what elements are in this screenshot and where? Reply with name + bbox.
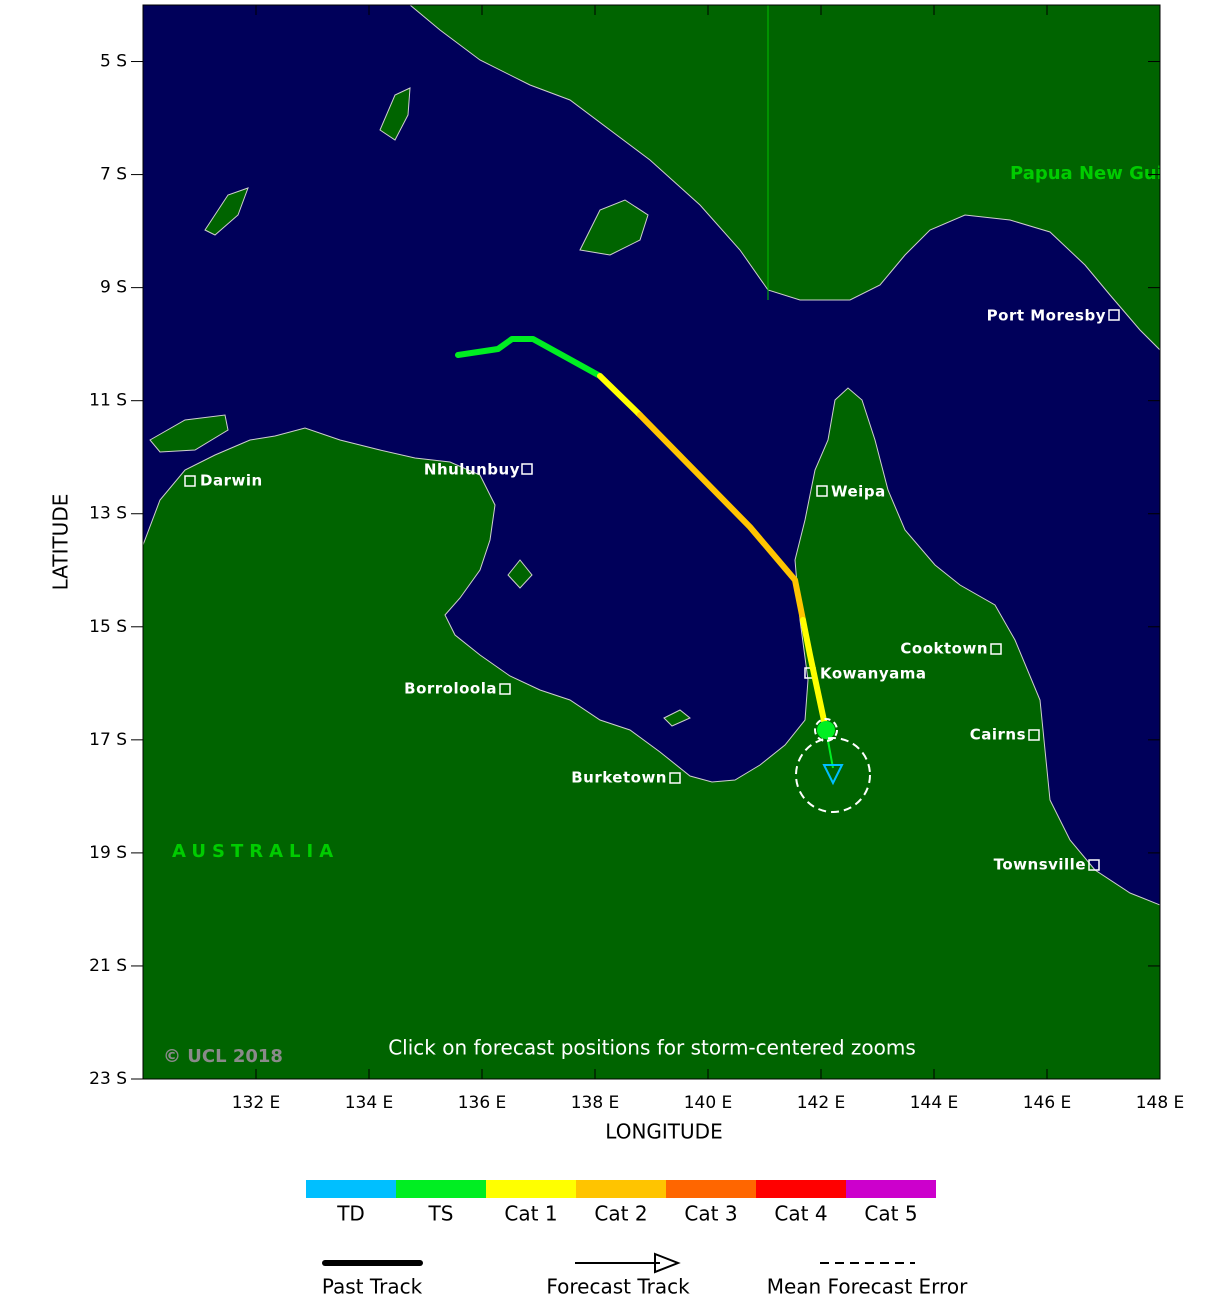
y-tick-label: 15 S	[89, 617, 127, 637]
track-segment	[800, 617, 829, 733]
city-marker	[521, 463, 533, 475]
island	[663, 709, 691, 727]
legend-label: Cat 5	[864, 1202, 917, 1226]
legend-label: Cat 2	[594, 1202, 647, 1226]
x-tick-label: 140 E	[684, 1093, 733, 1113]
error-circle	[814, 718, 838, 742]
y-tick-label: 5 S	[100, 52, 127, 72]
legend-swatch	[756, 1180, 846, 1198]
x-tick-label: 146 E	[1023, 1093, 1072, 1113]
track-segment	[455, 336, 603, 379]
city-marker	[669, 772, 681, 784]
x-tick-label: 136 E	[458, 1093, 507, 1113]
x-tick-label: 134 E	[345, 1093, 394, 1113]
city-label: Weipa	[831, 483, 886, 501]
city-marker	[184, 475, 196, 487]
city-label: Kowanyama	[820, 665, 926, 683]
y-tick-label: 17 S	[89, 730, 127, 750]
y-tick-label: 23 S	[89, 1069, 127, 1089]
legend: TD TS Cat 1 Cat 2 Cat 3 Cat 4 Cat 5	[306, 1180, 936, 1226]
city-label: Burketown	[571, 769, 667, 787]
copyright: © UCL 2018	[163, 1046, 283, 1067]
sea	[143, 5, 1160, 906]
city-label: Townsville	[994, 856, 1086, 874]
city-label: Borroloola	[404, 680, 497, 698]
legend-label: Cat 1	[504, 1202, 557, 1226]
y-axis-label: LATITUDE	[49, 494, 73, 591]
legend-swatch	[396, 1180, 486, 1198]
track-key-label: Forecast Track	[546, 1275, 690, 1299]
legend-swatch	[486, 1180, 576, 1198]
legend-swatch	[666, 1180, 756, 1198]
x-tick-label: 132 E	[232, 1093, 281, 1113]
note: Click on forecast positions for storm-ce…	[388, 1036, 916, 1060]
track-key-label: Mean Forecast Error	[767, 1275, 968, 1299]
error-circle	[795, 737, 871, 813]
region-label: Papua New Guinea	[1010, 163, 1200, 184]
city-marker	[816, 485, 828, 497]
legend-swatch	[846, 1180, 936, 1198]
legend-swatch	[576, 1180, 666, 1198]
city-label: Darwin	[200, 472, 263, 490]
legend-label: Cat 4	[774, 1202, 827, 1226]
city-marker	[990, 643, 1002, 655]
city-label: Cooktown	[900, 640, 988, 658]
y-tick-label: 7 S	[100, 165, 127, 185]
city-marker	[499, 683, 511, 695]
legend-label: TS	[428, 1202, 454, 1226]
x-tick-label: 138 E	[571, 1093, 620, 1113]
y-tick-label: 9 S	[100, 278, 127, 298]
plot-frame	[142, 4, 1161, 1080]
x-tick-label: 148 E	[1136, 1093, 1185, 1113]
city-marker	[1028, 729, 1040, 741]
city-marker	[1088, 859, 1100, 871]
legend-label: Cat 3	[684, 1202, 737, 1226]
legend-swatch	[306, 1180, 396, 1198]
track-key-label: Past Track	[322, 1275, 423, 1299]
y-tick-label: 19 S	[89, 843, 127, 863]
island	[579, 199, 649, 256]
x-tick-label: 144 E	[910, 1093, 959, 1113]
island	[507, 559, 533, 589]
forecast-arrow-key	[654, 1252, 681, 1274]
city-label: Nhulunbuy	[424, 461, 520, 479]
y-tick-label: 13 S	[89, 504, 127, 524]
y-tick-label: 21 S	[89, 956, 127, 976]
legend-label: TD	[336, 1202, 365, 1226]
island	[204, 187, 249, 236]
track-segment	[637, 412, 806, 623]
city-label: Port Moresby	[987, 307, 1106, 325]
track-segment	[597, 373, 643, 418]
city-marker	[1108, 309, 1120, 321]
forecast-position[interactable]	[822, 764, 844, 786]
y-tick-label: 11 S	[89, 391, 127, 411]
current-position[interactable]	[817, 721, 835, 739]
map-area: Papua New Guinea AUSTRALIA © UCL 2018 Cl…	[143, 5, 1200, 1079]
x-tick-label: 142 E	[797, 1093, 846, 1113]
region-label: AUSTRALIA	[172, 841, 339, 862]
island	[149, 414, 229, 453]
x-axis-label: LONGITUDE	[605, 1120, 722, 1144]
island	[379, 87, 411, 141]
city-label: Cairns	[970, 726, 1026, 744]
storm-track	[455, 336, 829, 733]
